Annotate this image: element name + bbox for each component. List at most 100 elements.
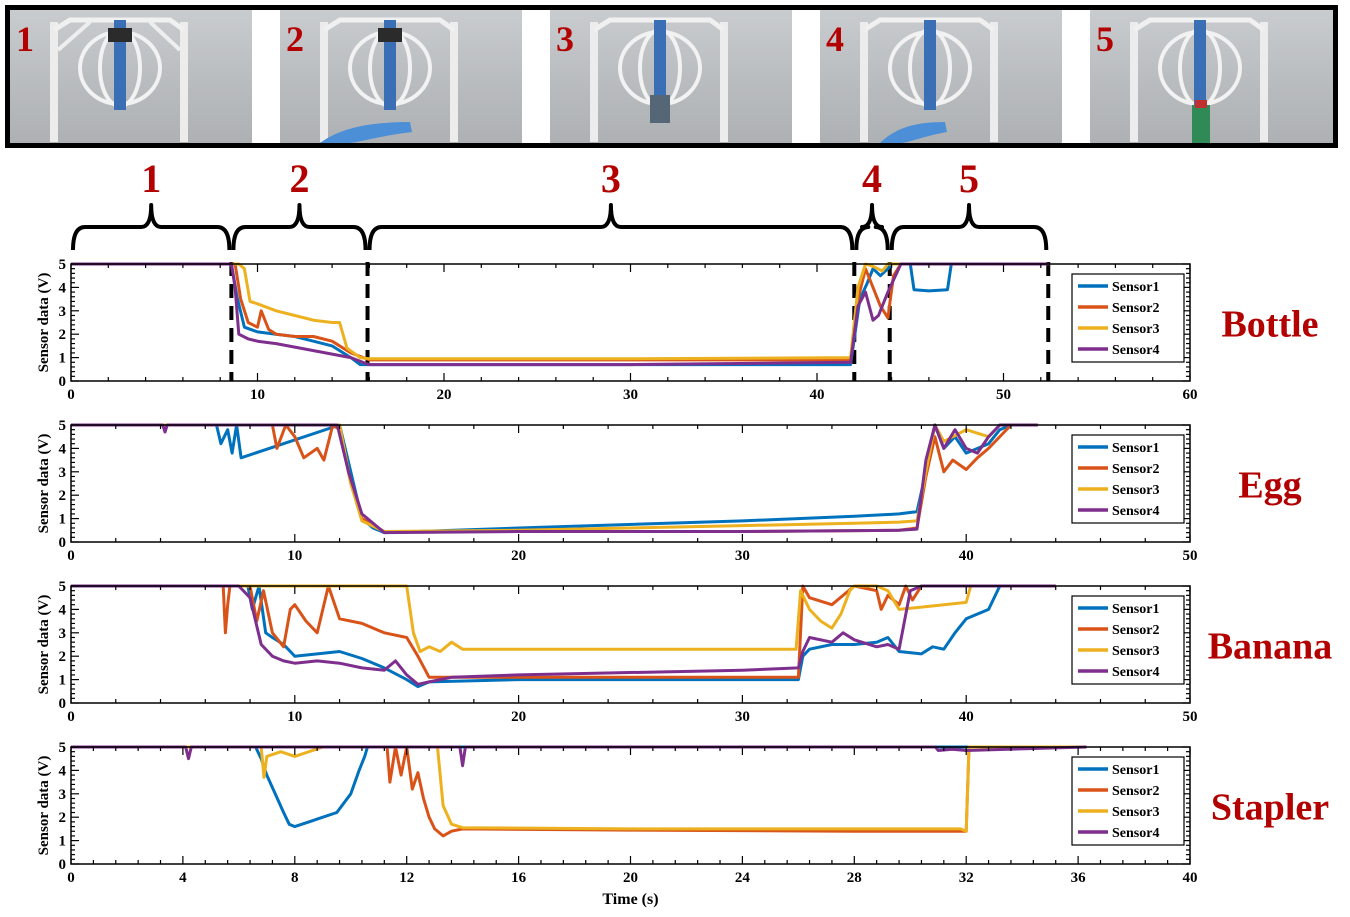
series-line-sensor1 <box>71 745 1087 829</box>
y-tick-label: 3 <box>59 465 67 481</box>
series-line-sensor1 <box>71 262 1049 367</box>
phase-bracket <box>231 203 368 251</box>
x-tick-label: 24 <box>735 870 751 886</box>
object-label: Stapler <box>1211 787 1329 829</box>
x-tick-label: 50 <box>996 387 1011 403</box>
legend-entry: Sensor1 <box>1112 763 1159 778</box>
x-tick-label: 36 <box>1071 870 1087 886</box>
y-tick-label: 3 <box>59 626 67 642</box>
series-line-sensor3 <box>71 262 1049 361</box>
y-tick-label: 0 <box>59 696 67 712</box>
legend-entry: Sensor3 <box>1112 805 1159 820</box>
object-label: Bottle <box>1221 304 1318 346</box>
phase-label: 1 <box>141 156 161 201</box>
legend: Sensor1 Sensor2 Sensor3 Sensor4 <box>1071 434 1185 524</box>
series-line-sensor4 <box>71 745 1087 768</box>
y-axis-label: Sensor data (V) <box>36 756 52 856</box>
x-tick-label: 4 <box>179 870 187 886</box>
y-tick-label: 1 <box>59 512 67 528</box>
y-tick-label: 4 <box>59 763 67 779</box>
y-tick-label: 2 <box>59 649 67 665</box>
phase-label: 4 <box>862 156 882 201</box>
photo-frame: 1 <box>10 10 252 143</box>
y-tick-label: 5 <box>59 740 67 756</box>
object-label: Egg <box>1238 465 1301 507</box>
series-line-sensor3 <box>71 745 1087 833</box>
x-tick-label: 20 <box>511 709 526 725</box>
legend-entry: Sensor3 <box>1112 483 1159 498</box>
gripper-image <box>1130 17 1268 143</box>
y-tick-label: 4 <box>59 280 67 296</box>
x-tick-label: 0 <box>67 387 75 403</box>
photo-frame: 2 <box>280 10 522 143</box>
phase-bracket <box>71 203 232 251</box>
legend-entry: Sensor1 <box>1112 280 1159 295</box>
photo-strip: 1 2 3 <box>5 5 1338 148</box>
legend-entry: Sensor4 <box>1112 826 1159 841</box>
y-tick-label: 3 <box>59 787 67 803</box>
gripper-image <box>590 17 728 142</box>
photo-frame-number: 4 <box>826 19 844 59</box>
y-tick-label: 5 <box>59 418 67 434</box>
phase-bracket <box>889 203 1049 251</box>
y-axis-label: Sensor data (V) <box>36 273 52 373</box>
x-tick-label: 30 <box>735 709 750 725</box>
x-tick-label: 8 <box>291 870 299 886</box>
chart-bottle: 0 10 20 30 40 50 60 0 1 2 3 4 5 Sensor data (V) Sensor… <box>36 257 1319 403</box>
x-tick-label: 20 <box>437 387 452 403</box>
plot-frame <box>70 746 1191 865</box>
series-line-sensor1 <box>71 423 1038 535</box>
y-tick-label: 1 <box>59 673 67 689</box>
legend-entry: Sensor1 <box>1112 441 1159 456</box>
y-tick-label: 0 <box>59 535 67 551</box>
x-tick-label: 32 <box>959 870 974 886</box>
legend: Sensor1 Sensor2 Sensor3 Sensor4 <box>1071 595 1185 685</box>
gripper-image <box>50 17 188 142</box>
x-tick-label: 40 <box>959 548 974 564</box>
y-tick-label: 2 <box>59 488 67 504</box>
photo-frame: 5 <box>1090 10 1333 143</box>
y-tick-label: 3 <box>59 304 67 320</box>
y-tick-label: 0 <box>59 857 67 873</box>
x-tick-label: 40 <box>810 387 825 403</box>
x-tick-label: 10 <box>250 387 265 403</box>
y-tick-label: 2 <box>59 327 67 343</box>
phase-label: 3 <box>601 156 621 201</box>
legend-entry: Sensor2 <box>1112 623 1159 638</box>
legend-entry: Sensor2 <box>1112 462 1159 477</box>
x-tick-label: 0 <box>67 709 75 725</box>
photo-frame: 4 <box>820 10 1062 143</box>
phase-label: 5 <box>959 156 979 201</box>
legend-entry: Sensor3 <box>1112 322 1159 337</box>
y-tick-label: 2 <box>59 810 67 826</box>
legend-entry: Sensor1 <box>1112 602 1159 617</box>
photo-frame-number: 2 <box>286 19 304 59</box>
x-tick-label: 50 <box>1183 548 1198 564</box>
series-line-sensor2 <box>71 745 1087 838</box>
legend-entry: Sensor2 <box>1112 301 1159 316</box>
photo-frame-number: 5 <box>1096 19 1114 59</box>
legend-entry: Sensor4 <box>1112 665 1159 680</box>
legend-entry: Sensor4 <box>1112 504 1159 519</box>
gripper-image <box>320 17 458 143</box>
x-tick-label: 50 <box>1183 709 1198 725</box>
x-tick-label: 12 <box>399 870 414 886</box>
x-tick-label: 28 <box>847 870 862 886</box>
y-tick-label: 1 <box>59 351 67 367</box>
series-line-sensor2 <box>71 262 1049 362</box>
x-tick-label: 30 <box>623 387 638 403</box>
gripper-image <box>860 17 998 143</box>
phase-bracket <box>854 203 890 251</box>
x-tick-label: 0 <box>67 870 75 886</box>
photo-frame: 3 <box>550 10 792 143</box>
y-tick-label: 0 <box>59 374 67 390</box>
y-tick-label: 5 <box>59 257 67 273</box>
series-line-sensor4 <box>71 423 1038 535</box>
object-label: Banana <box>1208 626 1333 668</box>
legend-entry: Sensor2 <box>1112 784 1159 799</box>
series-line-sensor3 <box>71 423 1038 533</box>
